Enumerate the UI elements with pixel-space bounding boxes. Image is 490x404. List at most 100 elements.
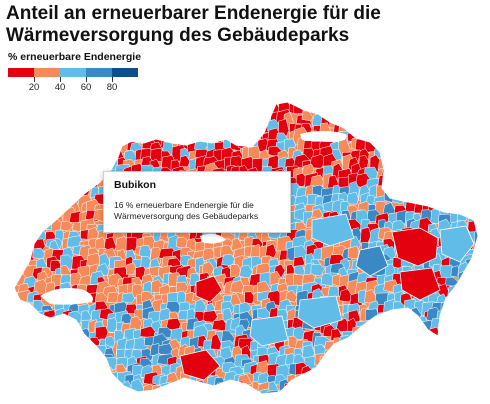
municipality-area[interactable] — [16, 200, 30, 216]
municipality-area[interactable] — [382, 328, 399, 341]
municipality-area[interactable] — [367, 326, 386, 338]
municipality-area[interactable] — [193, 92, 206, 105]
municipality-area[interactable] — [224, 393, 238, 403]
municipality-area[interactable] — [377, 393, 391, 404]
municipality-area[interactable] — [4, 246, 21, 261]
municipality-area[interactable] — [143, 106, 157, 123]
municipality-area[interactable] — [34, 391, 49, 404]
municipality-area[interactable] — [462, 272, 475, 285]
municipality-area[interactable] — [450, 349, 466, 366]
municipality-area[interactable] — [401, 169, 420, 184]
municipality-area[interactable] — [107, 121, 122, 133]
municipality-area[interactable] — [185, 391, 202, 404]
municipality-area[interactable] — [69, 336, 85, 353]
municipality-area[interactable] — [369, 111, 386, 122]
municipality-area[interactable] — [359, 327, 378, 342]
municipality-area[interactable] — [467, 109, 478, 128]
municipality-area[interactable] — [428, 346, 444, 360]
municipality-area[interactable] — [80, 153, 93, 170]
municipality-area[interactable] — [140, 256, 152, 269]
municipality-area[interactable] — [475, 273, 488, 289]
municipality-area[interactable] — [419, 383, 434, 397]
municipality-area[interactable] — [53, 393, 70, 404]
municipality-area[interactable] — [475, 128, 489, 146]
municipality-area[interactable] — [472, 102, 490, 115]
municipality-area[interactable] — [46, 103, 58, 120]
municipality-area[interactable] — [26, 140, 39, 151]
municipality-area[interactable] — [357, 124, 370, 140]
municipality-area[interactable] — [13, 356, 27, 367]
municipality-area[interactable] — [437, 348, 453, 361]
municipality-area[interactable] — [341, 353, 354, 371]
municipality-area[interactable] — [51, 183, 70, 199]
municipality-area[interactable] — [106, 103, 125, 122]
municipality-area[interactable] — [31, 103, 43, 117]
municipality-area[interactable] — [5, 214, 16, 227]
municipality-area[interactable] — [391, 363, 406, 382]
municipality-area[interactable] — [368, 93, 382, 111]
municipality-area[interactable] — [242, 394, 253, 404]
municipality-area[interactable] — [399, 267, 441, 301]
municipality-area[interactable] — [476, 200, 490, 215]
municipality-area[interactable] — [342, 344, 359, 360]
municipality-area[interactable] — [266, 389, 281, 401]
municipality-area[interactable] — [472, 331, 486, 343]
municipality-area[interactable] — [399, 338, 411, 356]
municipality-area[interactable] — [459, 284, 471, 302]
municipality-area[interactable] — [21, 227, 38, 240]
municipality-area[interactable] — [439, 354, 450, 368]
municipality-area[interactable] — [77, 131, 90, 147]
municipality-area[interactable] — [474, 345, 487, 363]
municipality-area[interactable] — [214, 97, 231, 115]
municipality-area[interactable] — [59, 374, 72, 391]
municipality-area[interactable] — [226, 92, 242, 109]
municipality-area[interactable] — [15, 208, 31, 226]
municipality-area[interactable] — [467, 284, 481, 300]
municipality-area[interactable] — [349, 362, 362, 379]
municipality-area[interactable] — [6, 282, 16, 298]
municipality-area[interactable] — [231, 388, 249, 404]
municipality-area[interactable] — [131, 103, 149, 115]
municipality-area[interactable] — [436, 173, 447, 191]
municipality-area[interactable] — [239, 105, 259, 118]
municipality-area[interactable] — [385, 392, 401, 404]
municipality-area[interactable] — [445, 389, 457, 402]
municipality-area[interactable] — [431, 101, 448, 115]
municipality-area[interactable] — [310, 263, 326, 277]
municipality-area[interactable] — [57, 181, 74, 198]
municipality-area[interactable] — [446, 92, 459, 104]
municipality-area[interactable] — [134, 112, 147, 125]
municipality-area[interactable] — [78, 381, 95, 398]
municipality-area[interactable] — [40, 140, 56, 155]
municipality-area[interactable] — [36, 359, 48, 376]
municipality-area[interactable] — [35, 338, 49, 352]
municipality-area[interactable] — [331, 362, 345, 381]
municipality-area[interactable] — [16, 337, 32, 350]
municipality-area[interactable] — [422, 365, 439, 381]
municipality-area[interactable] — [82, 343, 97, 362]
municipality-area[interactable] — [8, 201, 24, 220]
municipality-area[interactable] — [23, 194, 40, 212]
municipality-area[interactable] — [397, 141, 411, 159]
municipality-area[interactable] — [44, 338, 58, 354]
municipality-area[interactable] — [56, 344, 71, 360]
municipality-area[interactable] — [156, 120, 172, 134]
municipality-area[interactable] — [366, 381, 383, 394]
municipality-area[interactable] — [15, 189, 30, 206]
municipality-area[interactable] — [390, 111, 403, 128]
municipality-area[interactable] — [16, 103, 30, 122]
municipality-area[interactable] — [49, 103, 65, 120]
municipality-area[interactable] — [439, 337, 453, 355]
municipality-area[interactable] — [175, 121, 191, 137]
municipality-area[interactable] — [39, 318, 58, 336]
municipality-area[interactable] — [48, 358, 65, 374]
municipality-area[interactable] — [410, 191, 427, 203]
municipality-area[interactable] — [464, 366, 478, 384]
municipality-area[interactable] — [34, 121, 47, 135]
municipality-area[interactable] — [457, 374, 469, 394]
municipality-area[interactable] — [372, 123, 391, 140]
municipality-area[interactable] — [6, 191, 18, 206]
municipality-area[interactable] — [6, 337, 23, 355]
municipality-area[interactable] — [377, 128, 389, 145]
municipality-area[interactable] — [26, 103, 39, 118]
